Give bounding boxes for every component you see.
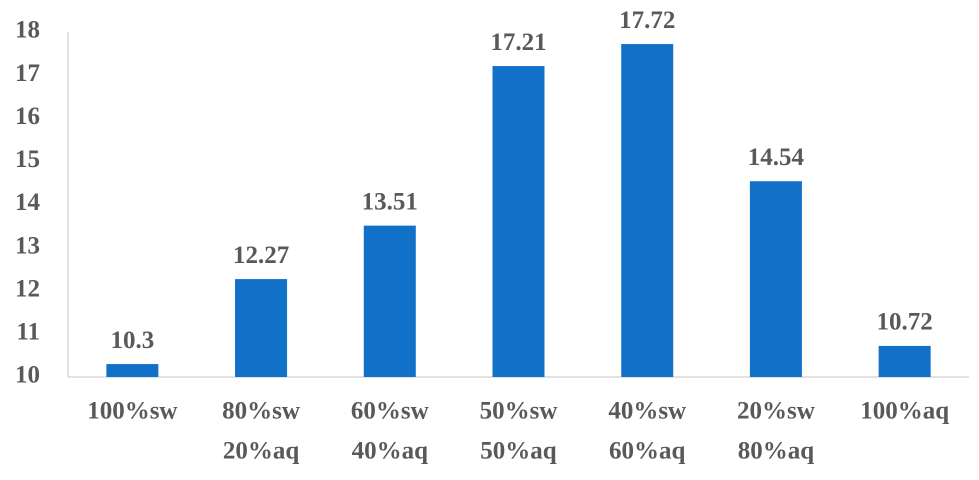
x-tick-label: 100%sw bbox=[87, 398, 177, 425]
data-label: 10.72 bbox=[877, 309, 933, 336]
data-label: 17.21 bbox=[490, 29, 546, 56]
bar bbox=[235, 279, 288, 377]
x-tick-label: 50%aq bbox=[480, 438, 557, 465]
y-tick-label: 18 bbox=[15, 17, 40, 44]
x-tick-label: 20%sw bbox=[737, 398, 815, 425]
x-tick-label: 20%aq bbox=[223, 438, 300, 465]
y-tick-label: 15 bbox=[15, 146, 40, 173]
bar bbox=[749, 181, 802, 377]
bar bbox=[106, 364, 159, 377]
y-tick-label: 17 bbox=[15, 60, 40, 87]
x-tick-label: 40%sw bbox=[608, 398, 686, 425]
x-tick-label: 80%sw bbox=[222, 398, 300, 425]
bar bbox=[492, 66, 545, 377]
data-label: 14.54 bbox=[748, 144, 805, 171]
y-tick-label: 14 bbox=[15, 189, 41, 216]
y-tick-label: 16 bbox=[15, 103, 40, 130]
y-tick-label: 12 bbox=[15, 275, 40, 302]
x-tick-label: 50%sw bbox=[480, 398, 558, 425]
x-tick-label: 100%aq bbox=[860, 398, 949, 425]
x-tick-label: 40%aq bbox=[352, 438, 429, 465]
data-label: 10.3 bbox=[110, 327, 154, 354]
x-tick-label: 80%aq bbox=[738, 438, 815, 465]
y-tick-label: 13 bbox=[15, 232, 40, 259]
x-tick-label: 60%sw bbox=[351, 398, 429, 425]
y-tick-label: 11 bbox=[16, 319, 40, 346]
bar bbox=[878, 345, 931, 377]
data-label: 13.51 bbox=[362, 188, 418, 215]
y-tick-label: 10 bbox=[15, 362, 40, 389]
x-tick-label: 60%aq bbox=[609, 438, 686, 465]
data-label: 17.72 bbox=[619, 7, 675, 34]
bar bbox=[363, 225, 416, 377]
bar bbox=[621, 44, 674, 377]
data-label: 12.27 bbox=[233, 242, 289, 269]
